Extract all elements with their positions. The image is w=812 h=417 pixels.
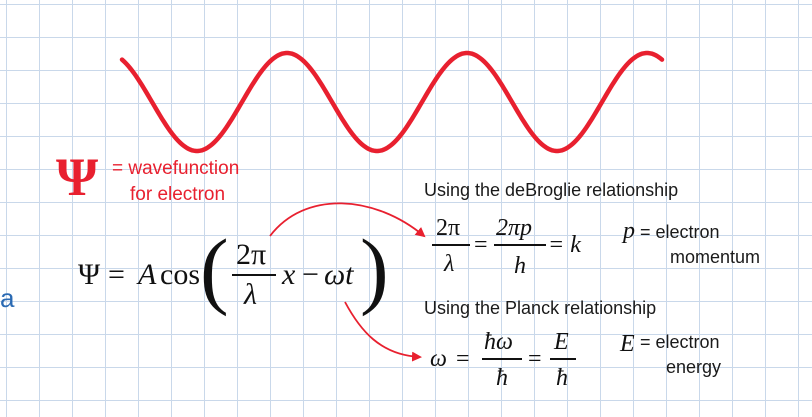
eq-psi: Ψ (78, 258, 101, 291)
psi-symbol: Ψ (56, 147, 99, 207)
pl-frac1-numerator: ħω (484, 329, 513, 355)
db-frac1-denominator: λ (444, 251, 455, 277)
eq-omega-t: ωt (324, 258, 354, 291)
pl-omega: ω (430, 346, 447, 372)
pl-frac2-denominator: ħ (556, 365, 568, 391)
pl-frac1-bar (482, 358, 522, 360)
sine-wave-curve (119, 50, 665, 154)
db-variable-definition-line1: = electron (640, 222, 720, 242)
db-frac1-numerator: 2π (436, 215, 461, 241)
db-frac2-numerator: 2πp (496, 215, 533, 241)
db-frac2-denominator: h (514, 253, 526, 279)
eq-frac-numerator: 2π (236, 238, 267, 271)
db-variable-definition-line2: momentum (670, 247, 761, 267)
pl-frac1-denominator: ħ (496, 365, 508, 391)
planck-heading: Using the Planck relationship (424, 298, 657, 318)
pl-variable-E: E (620, 331, 635, 357)
eq-x: x (282, 258, 296, 291)
eq-left-paren: ( (200, 221, 229, 317)
db-equals1: = (474, 232, 488, 258)
pl-variable-definition-line2: energy (666, 357, 722, 377)
arrow-to-debroglie (269, 202, 426, 238)
eq-right-paren: ) (360, 221, 389, 317)
eq-cos: cos (160, 258, 200, 291)
db-variable-p: p (623, 218, 635, 244)
pl-variable-definition-line1: = electron (640, 332, 720, 352)
debroglie-heading: Using the deBroglie relationship (424, 180, 679, 200)
db-frac2-bar (494, 244, 546, 246)
pl-equals2: = (528, 346, 542, 372)
pl-frac2-numerator: E (554, 329, 569, 355)
eq-amplitude: A (138, 258, 157, 291)
eq-frac-denominator: λ (244, 278, 257, 311)
pl-equals1: = (456, 346, 470, 372)
db-equals-k: = k (548, 232, 581, 258)
eq-equals: = (108, 258, 125, 291)
arrow-to-planck (344, 301, 422, 362)
eq-minus: − (302, 258, 319, 291)
eq-fraction-bar (232, 274, 276, 276)
psi-definition-line1: = wavefunction (112, 158, 240, 179)
side-text-fragment: a (0, 283, 15, 313)
pl-frac2-bar (550, 358, 576, 360)
psi-definition-line2: for electron (130, 184, 226, 205)
db-frac1-bar (432, 244, 470, 246)
